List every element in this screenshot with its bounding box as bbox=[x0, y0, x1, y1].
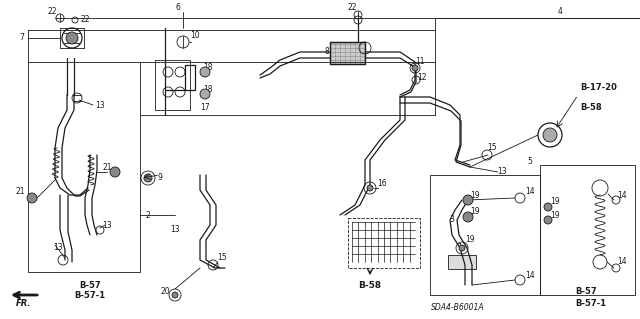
Text: 4: 4 bbox=[557, 8, 563, 17]
Text: 1: 1 bbox=[458, 243, 462, 253]
Text: 13: 13 bbox=[102, 220, 112, 229]
Circle shape bbox=[66, 32, 78, 44]
Text: 19: 19 bbox=[470, 190, 480, 199]
Text: 16: 16 bbox=[377, 179, 387, 188]
Bar bbox=[430, 175, 540, 295]
Text: 20: 20 bbox=[160, 287, 170, 296]
Text: 6: 6 bbox=[175, 4, 180, 12]
Text: 7: 7 bbox=[20, 33, 24, 42]
Bar bbox=[28, 62, 140, 272]
Text: B-57: B-57 bbox=[575, 287, 596, 296]
Text: B-57: B-57 bbox=[79, 280, 101, 290]
Circle shape bbox=[459, 245, 465, 251]
Text: 21: 21 bbox=[102, 164, 112, 173]
Circle shape bbox=[544, 203, 552, 211]
Text: 19: 19 bbox=[550, 211, 560, 219]
Text: 2: 2 bbox=[146, 211, 150, 219]
Text: 3: 3 bbox=[449, 216, 454, 225]
Text: 14: 14 bbox=[617, 257, 627, 266]
Text: 18: 18 bbox=[204, 63, 212, 72]
Text: 12: 12 bbox=[417, 73, 427, 83]
Bar bbox=[348, 218, 420, 268]
Text: 13: 13 bbox=[53, 243, 63, 253]
Circle shape bbox=[27, 193, 37, 203]
Circle shape bbox=[172, 292, 178, 298]
Circle shape bbox=[200, 67, 210, 77]
Circle shape bbox=[412, 65, 418, 71]
Text: 10: 10 bbox=[190, 31, 200, 40]
Text: FR.: FR. bbox=[16, 299, 32, 308]
Text: 9: 9 bbox=[157, 174, 163, 182]
Text: 13: 13 bbox=[95, 100, 105, 109]
Text: 19: 19 bbox=[470, 207, 480, 217]
Text: 21: 21 bbox=[15, 188, 25, 197]
Text: 14: 14 bbox=[525, 188, 535, 197]
Text: 11: 11 bbox=[415, 57, 425, 66]
Text: 15: 15 bbox=[487, 144, 497, 152]
Bar bbox=[330, 42, 365, 64]
Text: 17: 17 bbox=[200, 103, 210, 113]
Bar bbox=[155, 60, 190, 110]
Circle shape bbox=[463, 195, 473, 205]
Text: 22: 22 bbox=[47, 8, 57, 17]
Text: 19: 19 bbox=[550, 197, 560, 206]
Circle shape bbox=[543, 128, 557, 142]
Text: B-58: B-58 bbox=[358, 280, 381, 290]
Text: 22: 22 bbox=[348, 4, 356, 12]
Text: SDA4-B6001A: SDA4-B6001A bbox=[431, 303, 485, 313]
Text: B-58: B-58 bbox=[580, 103, 602, 113]
Text: 14: 14 bbox=[617, 190, 627, 199]
Circle shape bbox=[367, 185, 373, 191]
Text: 8: 8 bbox=[324, 48, 330, 56]
Text: B-17-20: B-17-20 bbox=[580, 84, 617, 93]
Text: 14: 14 bbox=[525, 271, 535, 279]
Text: 19: 19 bbox=[465, 235, 475, 244]
Bar bbox=[540, 165, 635, 295]
Text: 13: 13 bbox=[497, 167, 507, 176]
Text: 15: 15 bbox=[217, 254, 227, 263]
Circle shape bbox=[200, 89, 210, 99]
Text: 5: 5 bbox=[527, 158, 532, 167]
Text: 13: 13 bbox=[170, 226, 180, 234]
Circle shape bbox=[463, 212, 473, 222]
Text: B-57-1: B-57-1 bbox=[575, 299, 606, 308]
Text: B-57-1: B-57-1 bbox=[74, 291, 106, 300]
Text: 22: 22 bbox=[80, 16, 90, 25]
Bar bbox=[448, 255, 476, 269]
Bar bbox=[330, 42, 365, 64]
Circle shape bbox=[544, 216, 552, 224]
Circle shape bbox=[110, 167, 120, 177]
Circle shape bbox=[144, 174, 152, 182]
Text: 18: 18 bbox=[204, 85, 212, 94]
